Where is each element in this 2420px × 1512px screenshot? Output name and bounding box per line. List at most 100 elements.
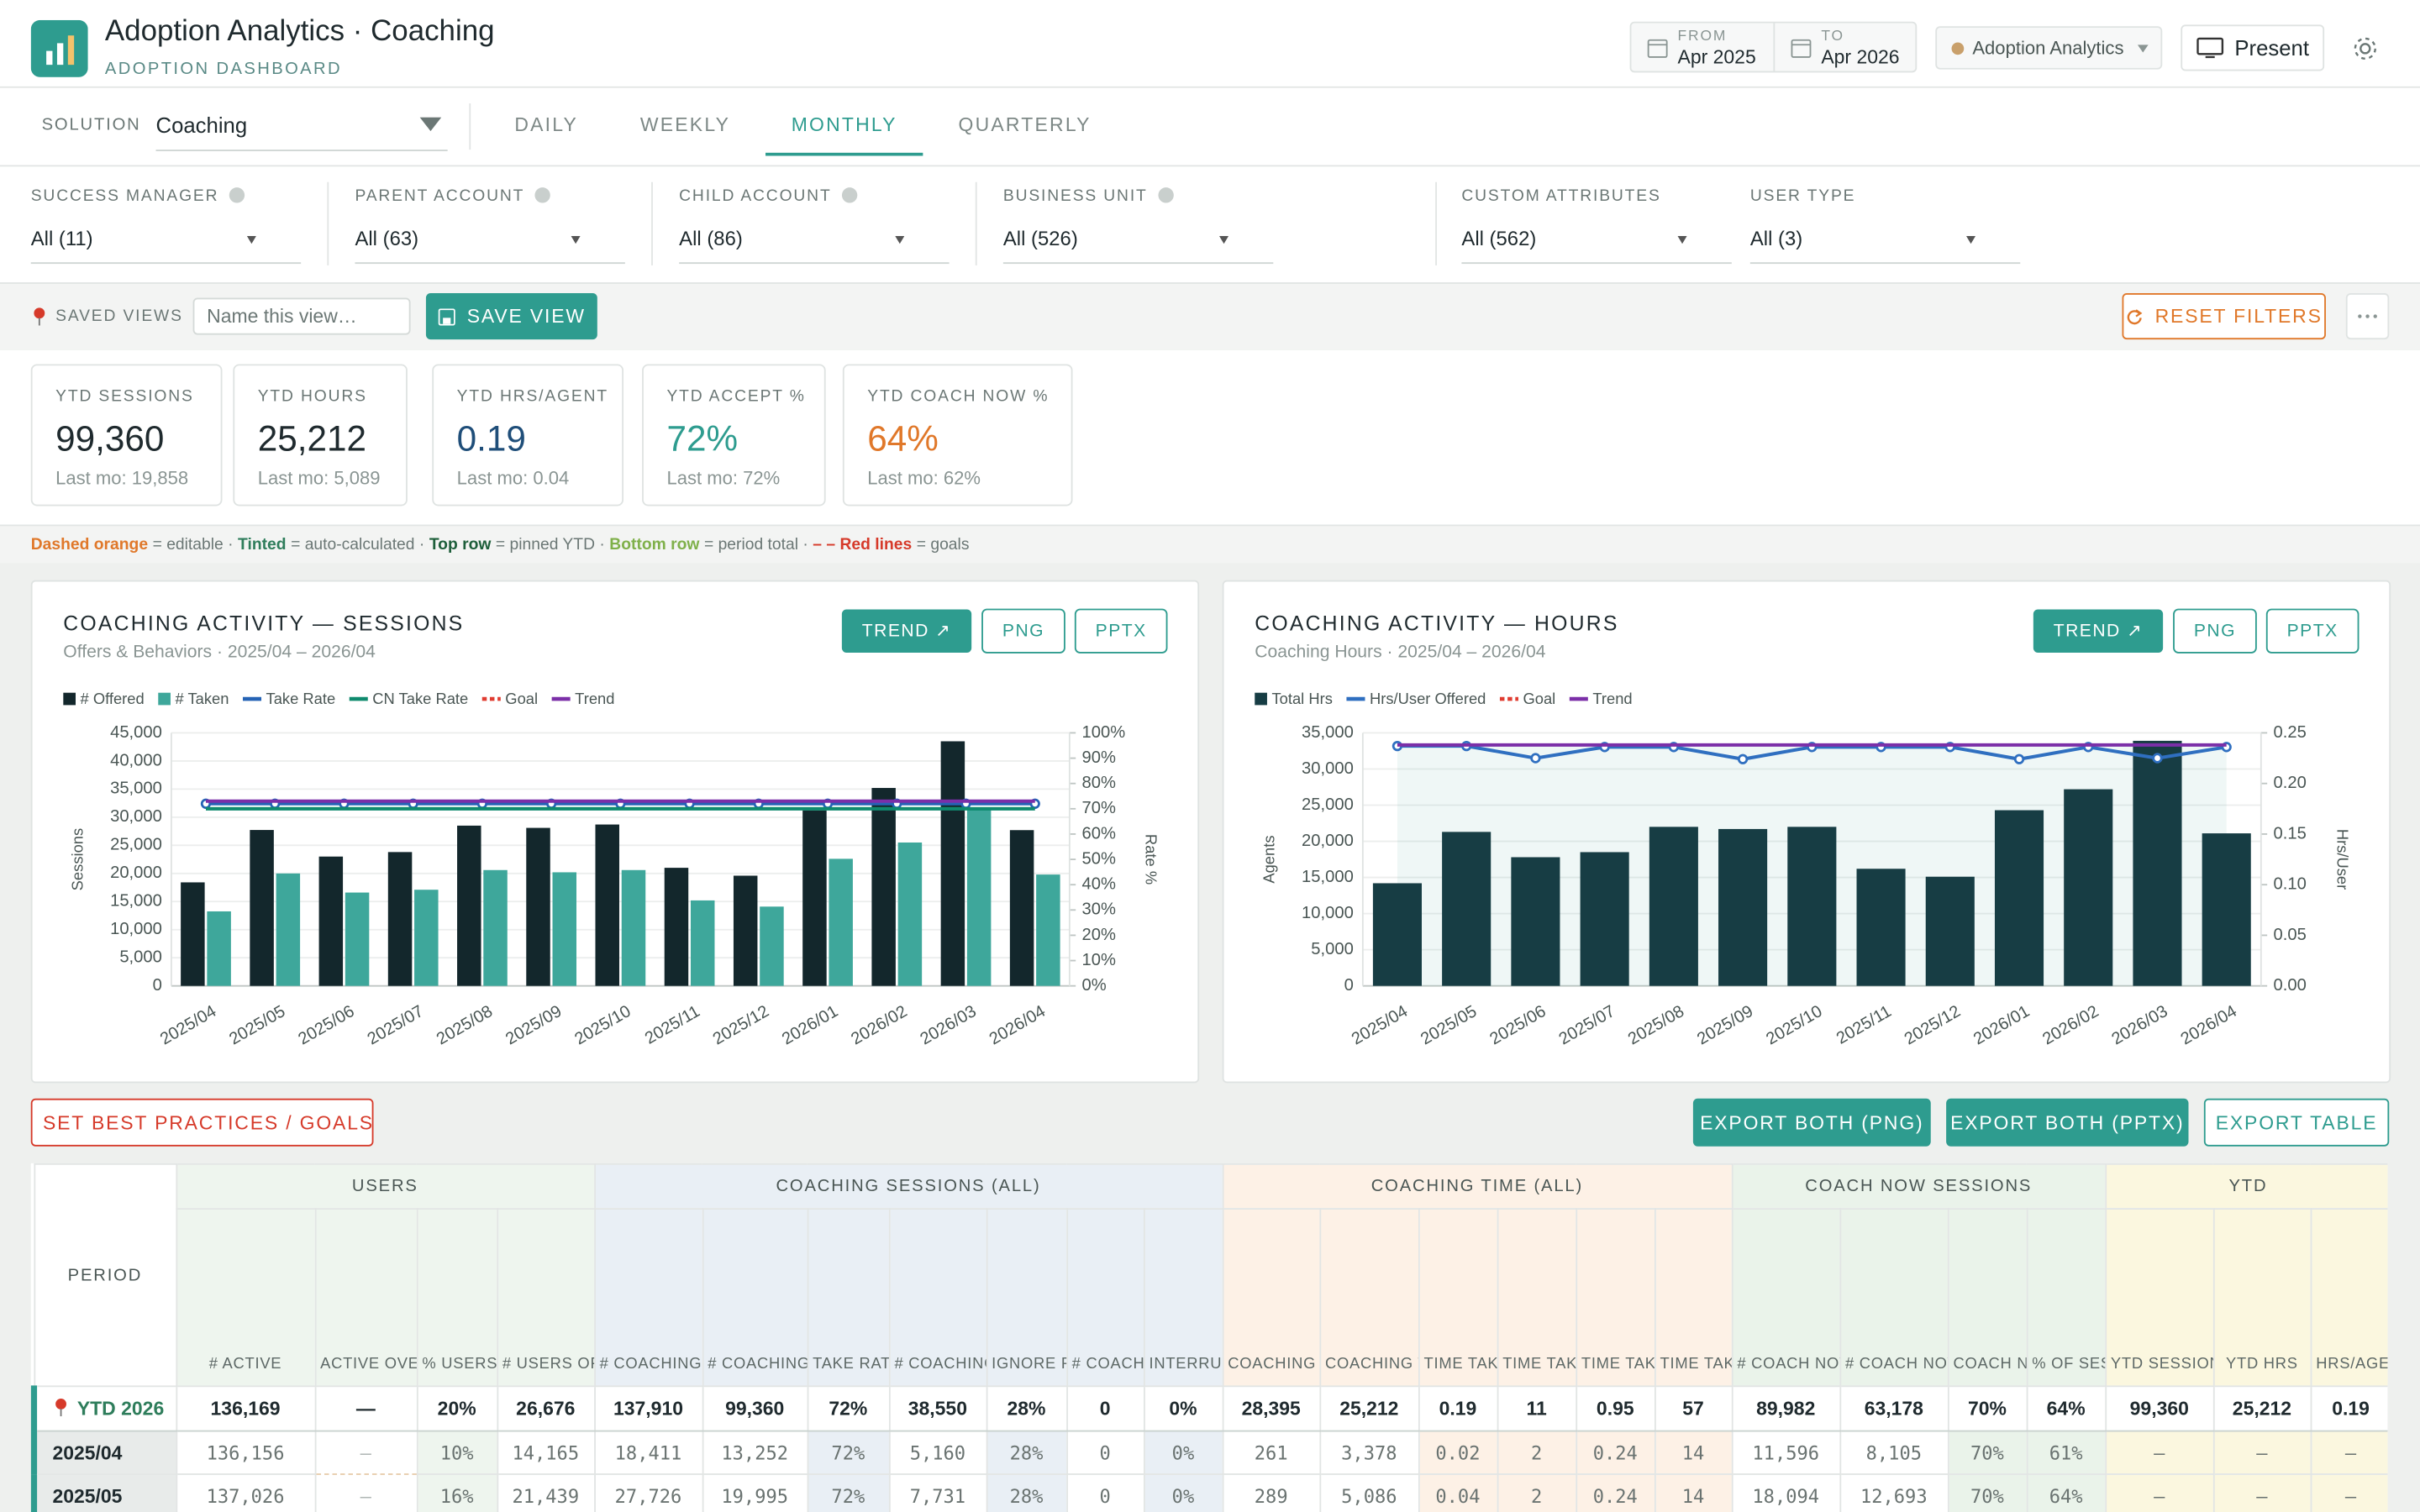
bar (1649, 827, 1698, 986)
x-tick-label: 2025/07 (1556, 1002, 1618, 1049)
y2-tick-label: 30% (1082, 900, 1116, 919)
solution-value[interactable]: Coaching (155, 113, 248, 138)
bar (940, 741, 965, 986)
chart-button-label: PPTX (2287, 622, 2338, 641)
chart-button-label: TREND ↗ (2054, 622, 2144, 641)
caret (895, 236, 905, 244)
filter-value[interactable]: All (562) (1461, 227, 1537, 250)
y2-tick-label: 0.25 (2274, 723, 2307, 742)
y-tick-label: 15,000 (1302, 868, 1354, 886)
y2-tick-label: 0.15 (2274, 824, 2307, 843)
workspace-select[interactable]: Adoption Analytics (1935, 26, 2163, 70)
chart-button[interactable] (981, 608, 1065, 654)
calendar-icon (1647, 39, 1668, 58)
tab[interactable]: MONTHLY (791, 113, 897, 136)
table-cell: – (313, 1473, 418, 1512)
table-cell: 136,169 (175, 1385, 316, 1432)
view-name-input[interactable]: Name this view… (192, 297, 411, 335)
bar (2202, 833, 2251, 986)
tab[interactable]: DAILY (514, 113, 579, 136)
bar (1856, 869, 1906, 986)
reset-filters-button[interactable]: RESET FILTERS (2122, 292, 2326, 340)
kpi-value: 64% (867, 417, 939, 459)
y-tick-label: 0 (1344, 976, 1354, 995)
goals-button[interactable]: SET BEST PRACTICES / GOALS (30, 1098, 374, 1147)
table-container: PERIOD USERS COACHING SESSIONS (ALL) COACHI… (30, 1163, 2388, 1512)
divider (975, 181, 977, 265)
save-icon (437, 307, 455, 325)
tab[interactable]: QUARTERLY (958, 113, 1092, 136)
chart-button[interactable] (2173, 608, 2257, 654)
filter-value[interactable]: All (86) (679, 227, 743, 250)
chart-card: COACHING ACTIVITY — HOURS Coaching Hours … (1222, 580, 2391, 1084)
filter-underline (1749, 262, 2021, 265)
period-cell: YTD 2026 (30, 1385, 177, 1432)
table-cell: 57 (1654, 1385, 1733, 1432)
data-row: 2025/04 136,156–10% 14,165 18,411 13,252 72% 5… (30, 1430, 2388, 1475)
column-header: # COACHING IGNORED (888, 1208, 987, 1388)
column-header: IGNORE RATE (985, 1208, 1068, 1388)
y2-tick-label: 50% (1082, 849, 1116, 868)
kpi-value: 72% (666, 417, 739, 459)
filter-underline (30, 262, 302, 265)
filter-value[interactable]: All (3) (1749, 227, 1803, 250)
chart-button[interactable] (1074, 608, 1168, 654)
filter-underline (679, 262, 950, 265)
chart-title: COACHING ACTIVITY — SESSIONS (63, 612, 464, 635)
line-marker (1530, 753, 1541, 764)
filter-value[interactable]: All (11) (30, 227, 93, 250)
bar (414, 890, 439, 986)
bar (526, 827, 550, 986)
x-tick-label: 2025/04 (1349, 1002, 1411, 1049)
table-cell: 63,178 (1839, 1385, 1949, 1432)
settings-icon[interactable] (2352, 35, 2378, 61)
chart-button[interactable] (2265, 608, 2360, 654)
chart-button-label: PPTX (1096, 622, 1147, 641)
table-cell: 12,693 (1839, 1473, 1949, 1512)
key-term: Dashed orange (30, 535, 149, 554)
export-pptx-button[interactable]: EXPORT BOTH (PPTX) (1946, 1098, 2189, 1147)
table-cell: 137,026 (175, 1473, 316, 1512)
group-header: COACHING TIME (ALL) (1221, 1163, 1733, 1210)
table-cell: 26,676 (496, 1385, 596, 1432)
present-button[interactable]: Present (2181, 24, 2325, 71)
y-tick-label: 25,000 (1302, 795, 1354, 814)
tab[interactable]: WEEKLY (639, 113, 731, 136)
date-range[interactable]: FROM Apr 2025 TO Apr 2026 (1629, 21, 1918, 73)
save-view-button[interactable]: SAVE VIEW (425, 292, 597, 340)
kpi-sub: Last mo: 62% (867, 467, 981, 490)
filter-value[interactable]: All (63) (355, 227, 419, 250)
y2-tick-label: 100% (1082, 723, 1126, 742)
export-table-button[interactable]: EXPORT TABLE (2203, 1098, 2390, 1147)
table-cell: 261 (1221, 1430, 1321, 1475)
chart: COACHING ACTIVITY — HOURS Coaching Hours … (1255, 608, 2360, 1049)
chart-button-label: TREND ↗ (862, 622, 952, 641)
bar (1994, 810, 2044, 986)
x-tick-label: 2025/09 (502, 1002, 565, 1049)
caret-shape (895, 236, 905, 244)
table-cell: 25,212 (1318, 1385, 1420, 1432)
y2-tick-label: 0.05 (2274, 926, 2307, 944)
table-cell: 14,165 (496, 1430, 596, 1475)
legend-label: # Taken (175, 690, 229, 707)
more-button[interactable] (2345, 292, 2390, 340)
y2-tick-label: 0% (1082, 976, 1107, 995)
period-label: 2025/04 (52, 1441, 123, 1464)
column-header: TIME TAKEN (HRS)/USER (1418, 1208, 1498, 1388)
legend-label: Take Rate (266, 690, 336, 707)
bar (802, 810, 827, 986)
y2-tick-label: 70% (1082, 799, 1116, 817)
table-cell: 0.95 (1575, 1385, 1656, 1432)
legend-swatch (63, 692, 76, 706)
caret (1677, 236, 1687, 244)
filter-value[interactable]: All (526) (1002, 227, 1078, 250)
caret-shape (1219, 236, 1229, 244)
chart-button[interactable] (2033, 609, 2164, 653)
export-png-button[interactable]: EXPORT BOTH (PNG) (1692, 1098, 1931, 1147)
x-tick-label: 2025/10 (1763, 1002, 1825, 1049)
from-date: Apr 2025 (1677, 46, 1756, 68)
y-tick-label: 30,000 (1302, 759, 1354, 778)
table-cell: 70% (1947, 1385, 2028, 1432)
chart-button[interactable] (841, 609, 972, 653)
